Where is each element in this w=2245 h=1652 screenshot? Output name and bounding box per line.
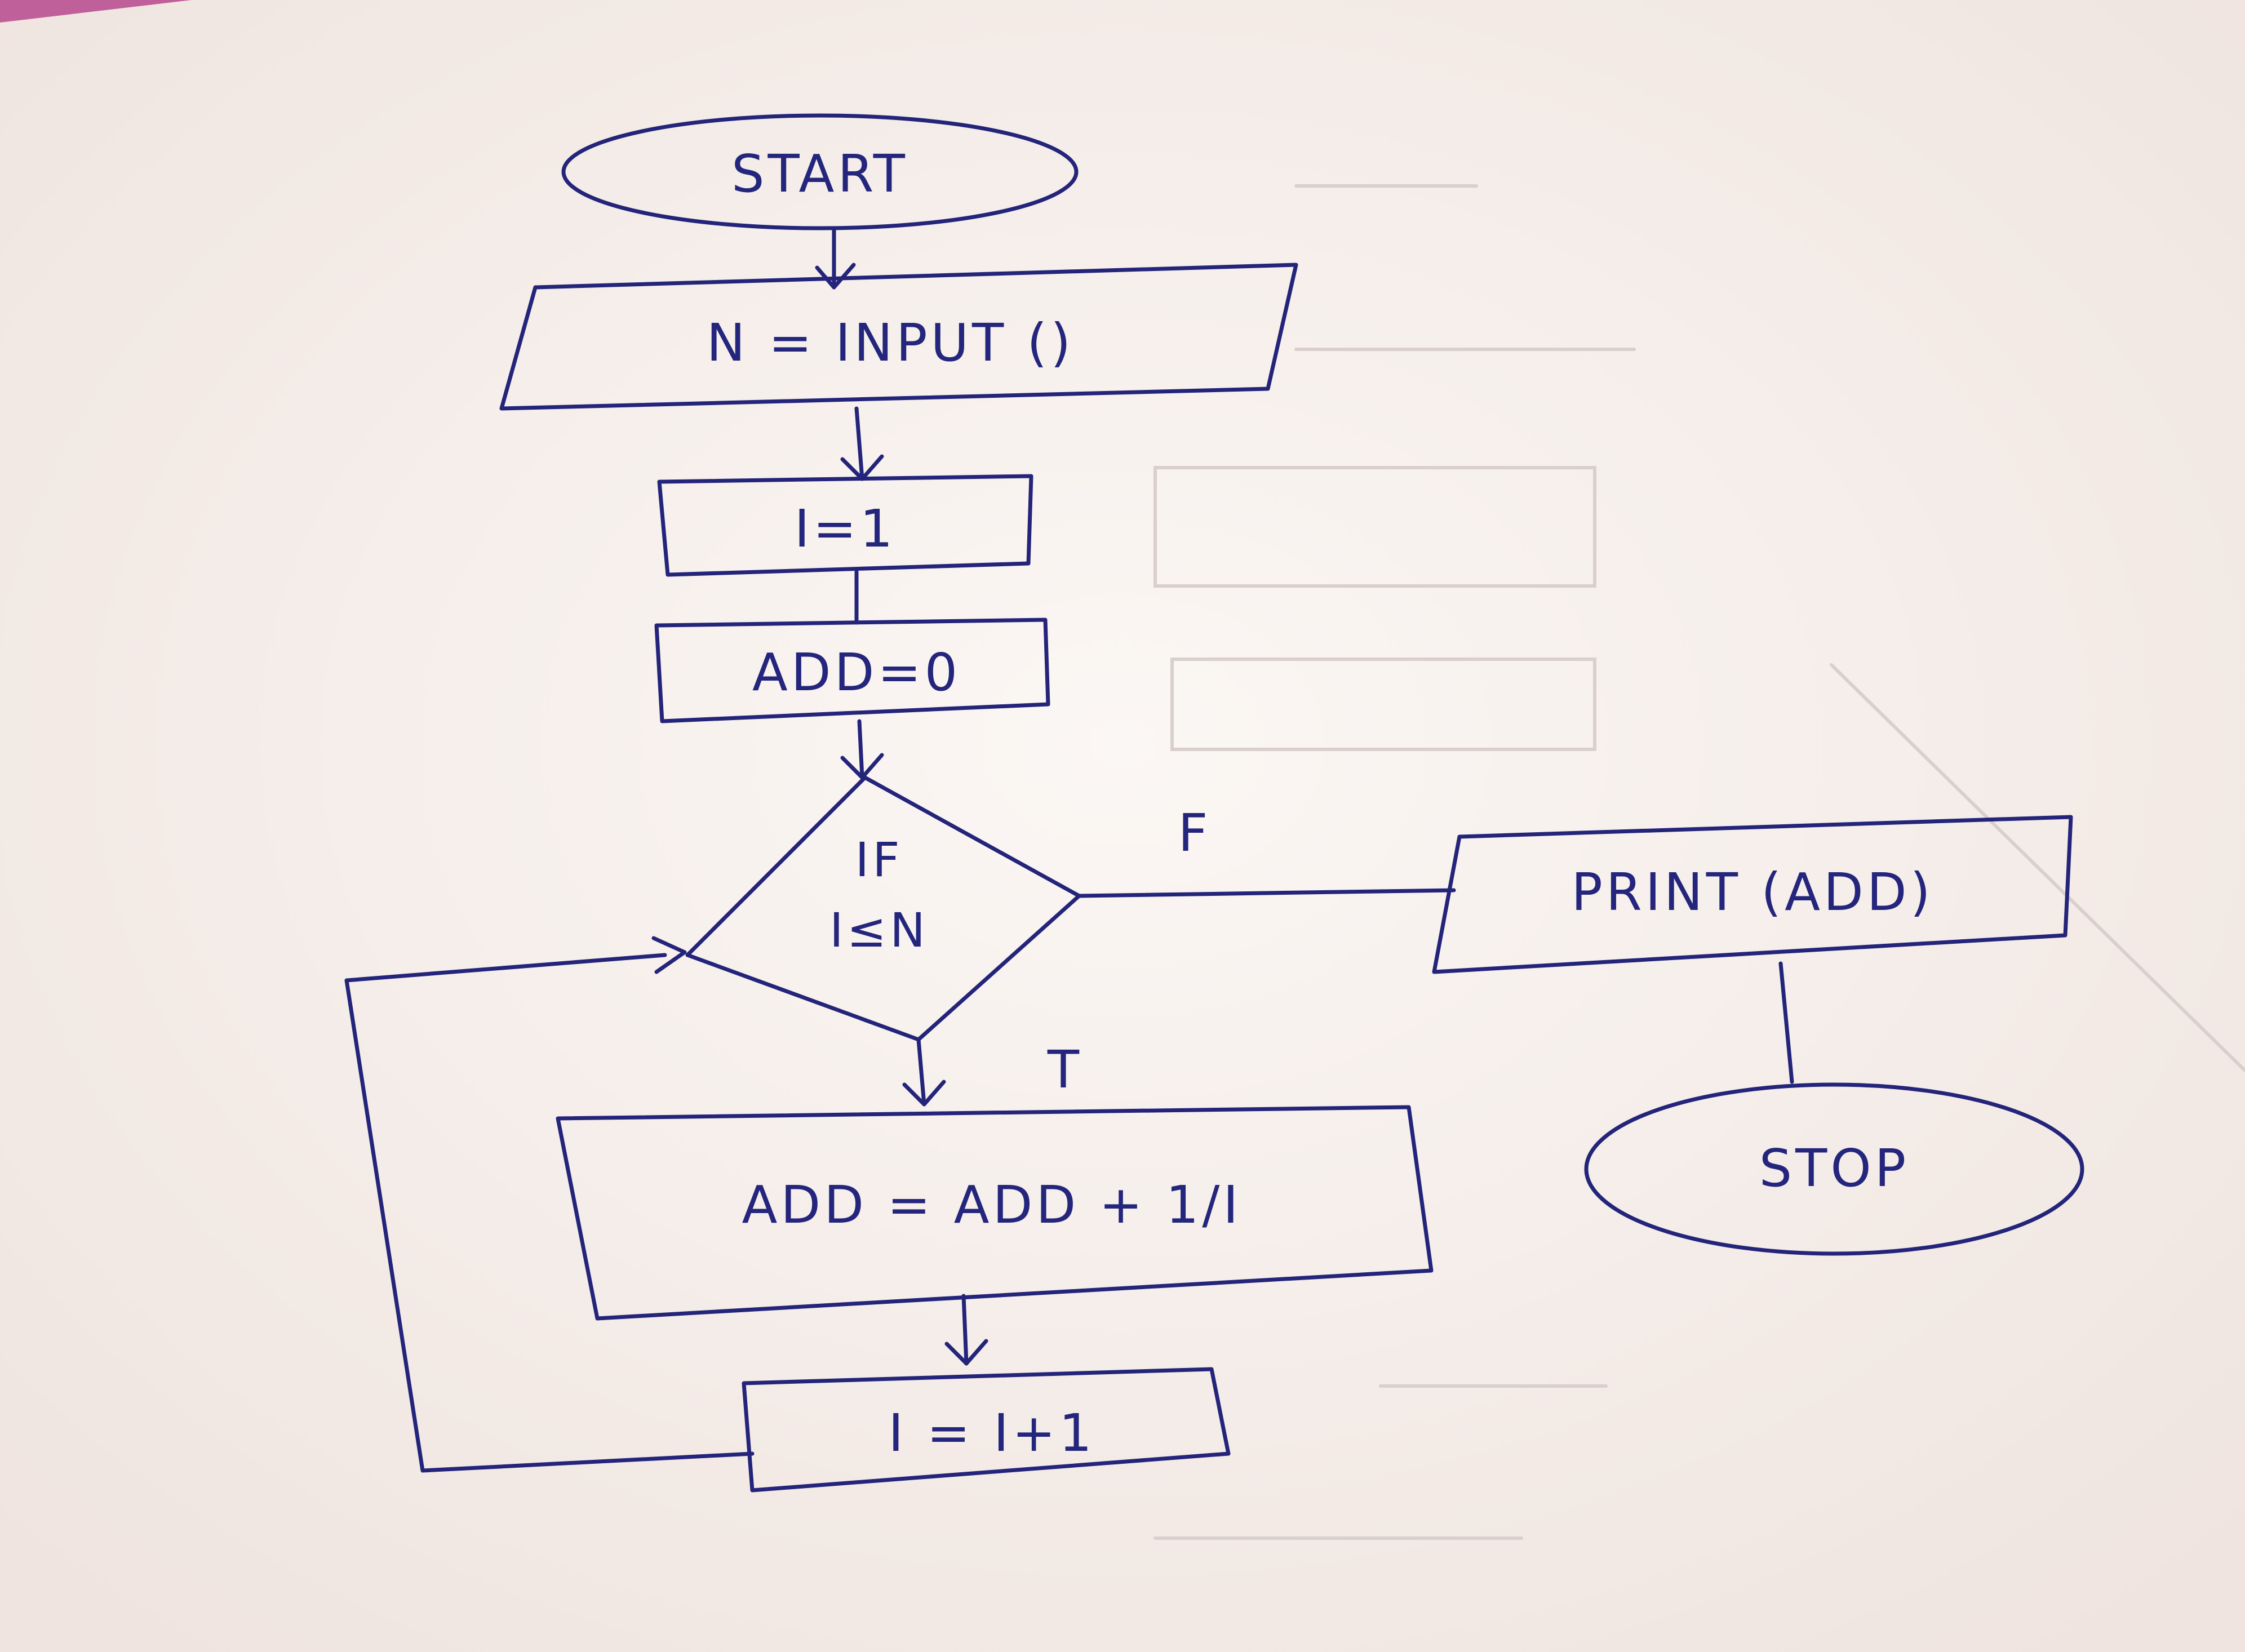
loop-back-line bbox=[344, 953, 755, 1473]
false-branch-line bbox=[1077, 888, 1456, 898]
start-terminator bbox=[561, 113, 1079, 230]
false-label: F bbox=[1178, 803, 1212, 863]
init-i-box bbox=[657, 474, 1033, 577]
stop-terminator bbox=[1584, 1082, 2084, 1256]
arrow-to-decision bbox=[857, 719, 864, 780]
true-branch-arrow bbox=[916, 1037, 926, 1107]
input-box bbox=[499, 263, 1298, 411]
arrow-input-to-init bbox=[854, 406, 864, 481]
arrowhead-icon bbox=[902, 1080, 946, 1107]
arrowhead-icon bbox=[840, 753, 884, 780]
stop-label: STOP bbox=[1759, 1138, 1910, 1198]
corner-tab bbox=[0, 0, 192, 23]
decision-line1: IF bbox=[855, 832, 903, 887]
accumulate-label: ADD = ADD + 1/I bbox=[742, 1175, 1241, 1235]
init-add-label: ADD=0 bbox=[752, 642, 961, 703]
input-label: N = INPUT () bbox=[707, 313, 1074, 373]
arrowhead-icon bbox=[944, 1339, 988, 1366]
bleed-through-marks bbox=[1153, 184, 2245, 1540]
print-label: PRINT (ADD) bbox=[1571, 862, 1933, 922]
decision-line2: I≤N bbox=[829, 903, 929, 958]
arrow-to-increment bbox=[961, 1294, 969, 1366]
init-add-box bbox=[654, 618, 1050, 723]
true-label: T bbox=[1047, 1040, 1082, 1100]
connector-print-to-stop bbox=[1778, 961, 1794, 1084]
start-label: START bbox=[731, 144, 908, 204]
increment-label: I = I+1 bbox=[888, 1403, 1095, 1463]
arrowhead-icon bbox=[651, 936, 687, 974]
arrowhead-icon bbox=[815, 263, 856, 290]
print-box bbox=[1432, 815, 2073, 974]
accumulate-box bbox=[556, 1105, 1434, 1321]
init-i-label: I=1 bbox=[795, 499, 897, 559]
